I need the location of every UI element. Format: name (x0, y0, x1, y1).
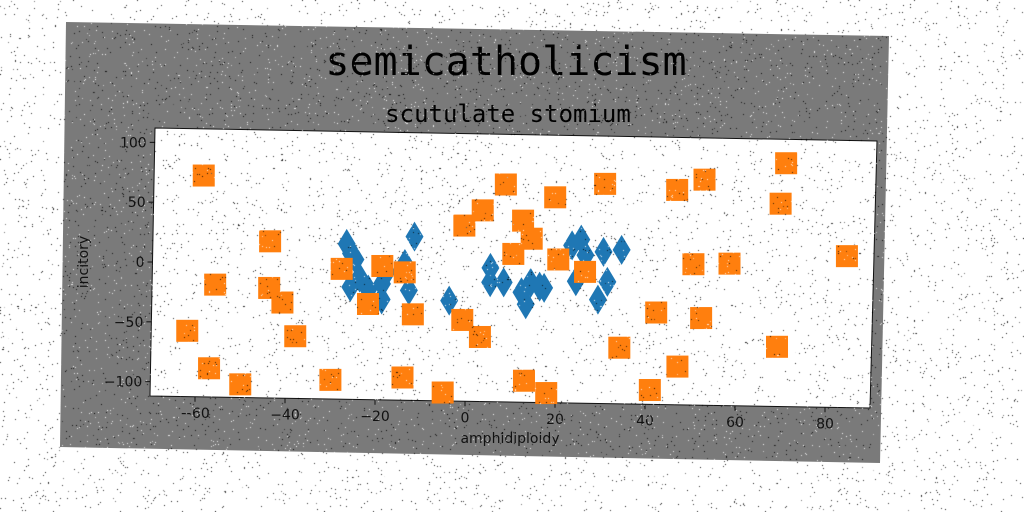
square-point (494, 173, 517, 196)
plot-area (149, 127, 878, 409)
y-tick-label: −100 (104, 375, 142, 391)
square-point (666, 178, 689, 201)
y-axis-label: incitory (76, 236, 92, 288)
x-tick-label: 20 (546, 412, 564, 428)
square-point (512, 369, 535, 392)
square-point (682, 253, 705, 276)
square-point (391, 366, 414, 389)
square-point (330, 257, 353, 280)
x-tick-label: 80 (816, 416, 834, 432)
square-point (357, 292, 379, 315)
chart-subtitle: scutulate stomium (385, 100, 631, 128)
square-point (666, 355, 689, 378)
square-point (401, 303, 424, 326)
y-tick-label: 100 (120, 135, 147, 151)
square-point (520, 227, 543, 250)
square-point (204, 273, 227, 296)
square-point (229, 373, 252, 396)
square-point (176, 319, 199, 342)
square-point (431, 381, 454, 404)
square-point (371, 254, 394, 277)
square-point (608, 336, 631, 359)
x-tick-label: 40 (636, 413, 654, 429)
square-point (319, 368, 342, 391)
square-point (271, 291, 294, 314)
y-tick-label: −50 (114, 315, 144, 331)
x-tick-label: 60 (726, 415, 744, 431)
square-point (835, 245, 858, 268)
square-point (471, 199, 494, 222)
y-tick-label: 0 (136, 255, 145, 271)
x-tick-label: 0 (461, 410, 470, 426)
square-point (775, 152, 798, 175)
square-point (544, 186, 567, 209)
square-point (645, 301, 668, 324)
square-point (198, 357, 221, 380)
square-point (192, 164, 215, 187)
square-point (638, 379, 661, 402)
square-point (693, 168, 716, 191)
square-point (594, 172, 617, 195)
square-point (718, 252, 741, 275)
y-tick-label: 50 (128, 195, 146, 211)
square-point (769, 192, 792, 215)
square-point (766, 335, 789, 358)
square-point (393, 261, 416, 284)
square-point (690, 307, 713, 330)
square-point (259, 230, 282, 253)
square-point (468, 325, 491, 348)
x-tick-label: −20 (360, 409, 390, 425)
square-point (547, 248, 570, 271)
square-point (284, 325, 307, 348)
chart-title: semicatholicism (325, 39, 686, 85)
square-point (574, 260, 597, 283)
x-tick-label: −40 (270, 407, 300, 423)
square-point (535, 382, 558, 405)
x-axis-label: amphidiploidy (460, 431, 559, 447)
x-tick-label: −60 (180, 406, 210, 422)
